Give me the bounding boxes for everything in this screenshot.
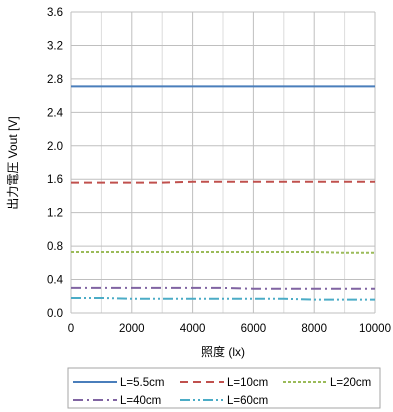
x-tick-labels: 0 2000 4000 6000 8000 10000 bbox=[68, 323, 391, 335]
y-tick-label: 1.2 bbox=[47, 208, 63, 220]
legend-item: L=20cm bbox=[283, 377, 371, 389]
y-tick-label: 0.0 bbox=[47, 308, 63, 320]
legend-label: L=5.5cm bbox=[120, 377, 164, 389]
x-tick-label: 10000 bbox=[359, 323, 391, 335]
x-tick-label: 8000 bbox=[301, 323, 327, 335]
legend-label: L=40cm bbox=[120, 395, 161, 407]
y-tick-label: 2.0 bbox=[47, 141, 63, 153]
legend-label: L=10cm bbox=[227, 377, 268, 389]
series-line-L=60cm bbox=[71, 296, 375, 301]
y-tick-label: 2.4 bbox=[47, 107, 64, 119]
legend-item: L=60cm bbox=[180, 395, 268, 407]
legend-label: L=20cm bbox=[330, 377, 371, 389]
series-line-L=20cm bbox=[71, 250, 375, 254]
y-tick-label: 3.2 bbox=[47, 40, 63, 52]
series-group bbox=[71, 85, 375, 301]
x-axis-title: 照度 (lx) bbox=[201, 344, 245, 359]
series-line-L=10cm bbox=[71, 180, 375, 184]
legend-item: L=5.5cm bbox=[73, 377, 164, 389]
legend-box bbox=[67, 367, 381, 409]
x-tick-label: 0 bbox=[68, 323, 74, 335]
x-tick-label: 6000 bbox=[241, 323, 267, 335]
y-tick-label: 0.4 bbox=[47, 275, 64, 287]
y-tick-label: 2.8 bbox=[47, 74, 63, 86]
legend: L=5.5cm L=10cm L=20cm L=40cm L=60cm bbox=[67, 367, 381, 409]
grid bbox=[70, 11, 376, 314]
x-tick-label: 2000 bbox=[119, 323, 145, 335]
legend-label: L=60cm bbox=[227, 395, 268, 407]
y-tick-label: 3.6 bbox=[47, 7, 63, 19]
y-axis-title: 出力電圧 Vout [V] bbox=[6, 116, 20, 209]
y-tick-label: 1.6 bbox=[47, 174, 63, 186]
legend-item: L=40cm bbox=[73, 395, 161, 407]
legend-item: L=10cm bbox=[180, 377, 268, 389]
x-tick-label: 4000 bbox=[180, 323, 206, 335]
y-tick-label: 0.8 bbox=[47, 241, 63, 253]
y-tick-labels: 0.0 0.4 0.8 1.2 1.6 2.0 2.4 2.8 3.2 3.6 bbox=[47, 7, 64, 320]
